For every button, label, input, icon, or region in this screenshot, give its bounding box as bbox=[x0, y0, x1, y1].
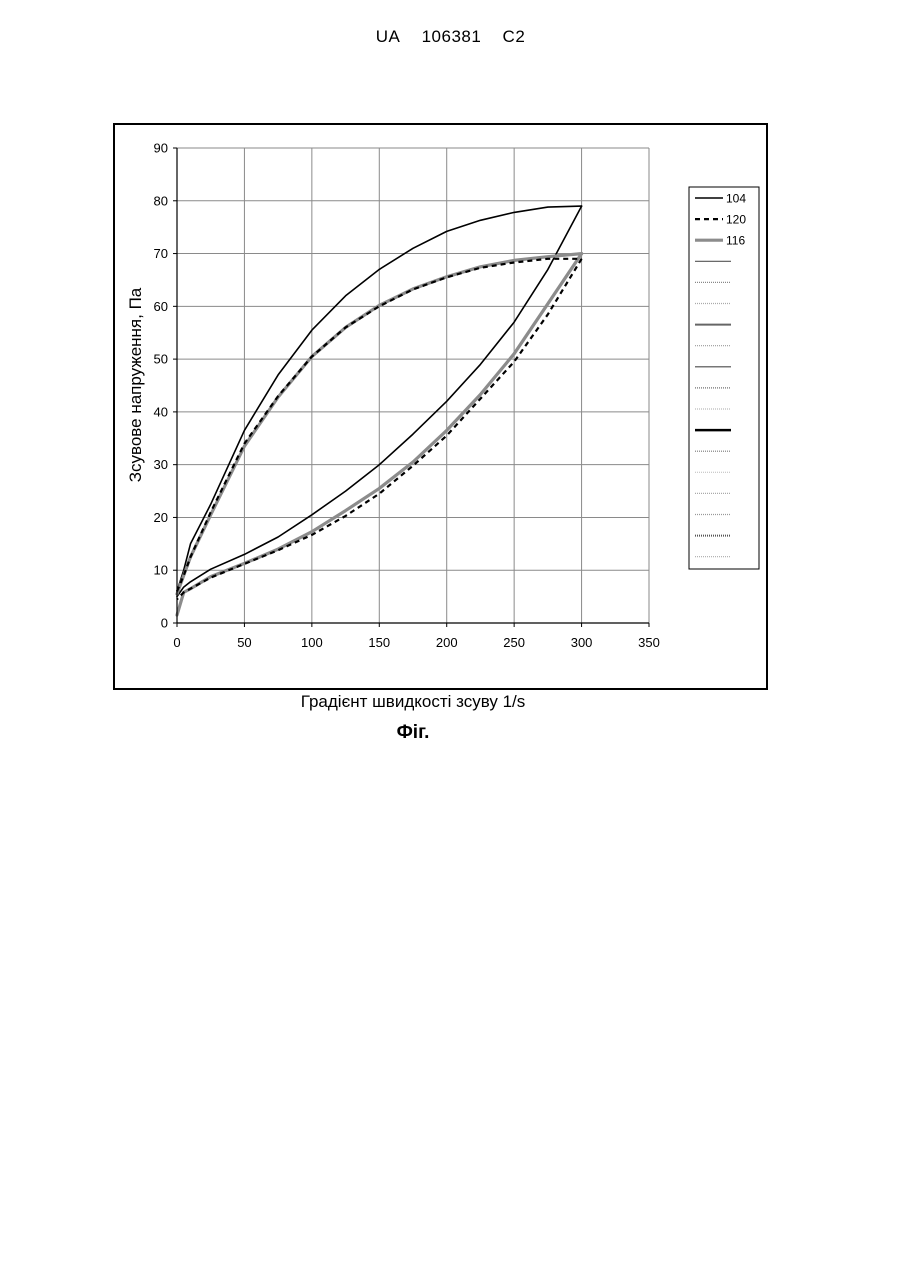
y-tick-label: 20 bbox=[154, 510, 168, 525]
x-tick-label: 300 bbox=[571, 635, 593, 650]
legend-label-104: 104 bbox=[726, 192, 746, 206]
legend: 104 120 116 bbox=[689, 187, 759, 569]
x-tick-label: 250 bbox=[503, 635, 525, 650]
y-tick-label: 40 bbox=[154, 404, 168, 419]
legend-label-120: 120 bbox=[726, 213, 746, 227]
x-tick-label: 0 bbox=[173, 635, 180, 650]
y-tick-label: 60 bbox=[154, 299, 168, 314]
y-tick-label: 70 bbox=[154, 246, 168, 261]
y-tick-label: 10 bbox=[154, 563, 168, 578]
x-tick-label: 100 bbox=[301, 635, 323, 650]
x-axis-label: Градієнт швидкості зсуву 1/s bbox=[113, 692, 713, 712]
legend-label-116: 116 bbox=[726, 234, 745, 248]
y-tick-label: 0 bbox=[161, 616, 168, 631]
axes: 0 50 100 150 200 250 300 350 0 10 20 30 40 50 60 70 80 90 bbox=[154, 141, 660, 651]
x-tick-label: 50 bbox=[237, 635, 251, 650]
legend-box bbox=[689, 187, 759, 569]
y-tick-label: 80 bbox=[154, 193, 168, 208]
y-axis-label: Зсувове напруження, Па bbox=[126, 288, 146, 483]
y-tick-label: 30 bbox=[154, 457, 168, 472]
x-tick-label: 150 bbox=[368, 635, 390, 650]
x-tick-label: 200 bbox=[436, 635, 458, 650]
x-tick-label: 350 bbox=[638, 635, 660, 650]
y-tick-label: 50 bbox=[154, 352, 168, 367]
y-tick-label: 90 bbox=[154, 141, 168, 156]
figure-caption: Фіг. bbox=[113, 722, 713, 744]
